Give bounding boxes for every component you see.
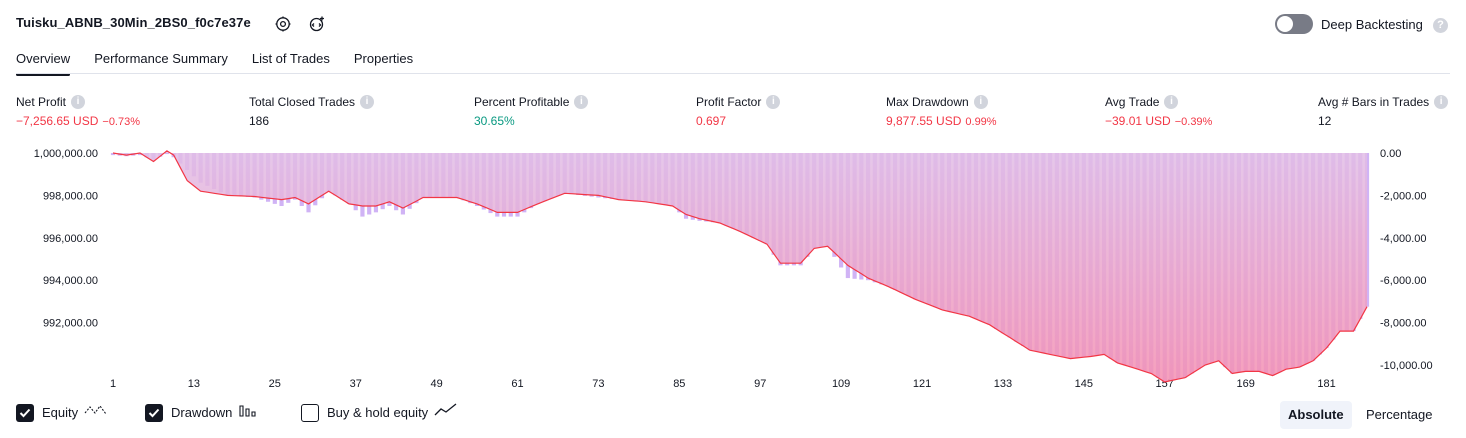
drawdown-checkbox[interactable] [145, 403, 163, 422]
x-axis-tick-label: 133 [994, 378, 1012, 390]
buy-hold-label: Buy & hold equity [327, 405, 429, 420]
drawdown-bar [110, 153, 116, 156]
legend-equity[interactable]: Equity [16, 403, 108, 422]
metric-label: Max Drawdown [886, 95, 969, 109]
equity-drawdown-chart[interactable]: 1,000,000.00 998,000.00 996,000.00 994,000.… [0, 140, 1466, 390]
drawdown-bars-icon [238, 403, 258, 422]
tab-list-of-trades[interactable]: List of Trades [251, 51, 330, 66]
x-axis-tick-label: 121 [913, 378, 931, 390]
strategy-title: Tuisku_ABNB_30Min_2BS0_f0c7e37e [16, 15, 251, 30]
tabs-divider [16, 73, 1450, 74]
info-icon[interactable]: i [574, 95, 589, 109]
info-icon[interactable]: i [360, 95, 375, 109]
x-axis-tick-label: 73 [592, 378, 604, 390]
metric-net-profit: Net Profit i −7,256.65 USD −0.73% [16, 94, 140, 128]
metric-label: Avg # Bars in Trades [1318, 95, 1430, 109]
info-icon[interactable]: i [71, 95, 86, 109]
right-axis-tick-label: -10,000.00 [1380, 360, 1433, 372]
metric-avg-trade: Avg Trade i −39.01 USD −0.39% [1105, 94, 1212, 128]
info-icon[interactable]: i [766, 95, 781, 109]
help-icon[interactable]: ? [1433, 18, 1448, 33]
x-axis-tick-label: 25 [269, 378, 281, 390]
tab-properties[interactable]: Properties [353, 51, 414, 66]
drawdown-label: Drawdown [171, 405, 233, 420]
metric-percent: 0.99% [965, 116, 997, 128]
tab-performance-summary[interactable]: Performance Summary [94, 51, 228, 66]
x-axis-tick-label: 13 [188, 378, 200, 390]
left-axis-tick-label: 996,000.00 [43, 233, 98, 245]
equity-label: Equity [42, 405, 79, 420]
metric-value: 12 [1318, 114, 1332, 128]
metric-value: −39.01 USD [1105, 114, 1171, 128]
left-axis-tick-label: 998,000.00 [43, 190, 98, 202]
deep-backtesting-toggle[interactable] [1275, 14, 1313, 34]
x-axis-tick-label: 37 [350, 378, 362, 390]
left-axis-tick-label: 992,000.00 [43, 318, 98, 330]
drawdown-bar [164, 153, 170, 155]
metric-value: 186 [249, 114, 270, 128]
metric-label: Profit Factor [696, 95, 762, 109]
x-axis-tick-label: 97 [754, 378, 766, 390]
x-axis-tick-label: 1 [110, 378, 116, 390]
info-icon[interactable]: i [973, 95, 988, 109]
info-icon[interactable]: i [1434, 95, 1449, 109]
metric-label: Total Closed Trades [249, 95, 356, 109]
metric-percent: −0.39% [1174, 116, 1213, 128]
x-axis-tick-label: 49 [430, 378, 442, 390]
x-axis-tick-label: 145 [1075, 378, 1093, 390]
drawdown-bar [137, 153, 143, 156]
absolute-button[interactable]: Absolute [1280, 401, 1352, 429]
metric-value: 0.697 [696, 114, 727, 128]
metric-value: −7,256.65 USD [16, 114, 99, 128]
right-axis-tick-label: -8,000.00 [1380, 318, 1426, 330]
buy-hold-checkbox[interactable] [301, 403, 319, 422]
metric-percent-profitable: Percent Profitable i 30.65% [474, 94, 589, 128]
tab-bar: Overview Performance Summary List of Tra… [16, 50, 437, 76]
metric-profit-factor: Profit Factor i 0.697 [696, 94, 781, 128]
x-axis-tick-label: 169 [1236, 378, 1254, 390]
left-axis-tick-label: 994,000.00 [43, 275, 98, 287]
right-axis-tick-label: -4,000.00 [1380, 233, 1426, 245]
right-axis-tick-label: -2,000.00 [1380, 190, 1426, 202]
equity-line [112, 150, 1368, 383]
equity-area [113, 150, 1367, 382]
source-code-icon[interactable] [307, 14, 327, 34]
metric-percent: −0.73% [102, 116, 141, 128]
toggle-knob [1277, 16, 1293, 32]
x-axis-tick-label: 181 [1317, 378, 1335, 390]
left-axis-tick-label: 1,000,000.00 [34, 148, 98, 160]
right-axis-tick-label: 0.00 [1380, 148, 1401, 160]
settings-icon[interactable] [273, 14, 293, 34]
info-icon[interactable]: i [1164, 95, 1179, 109]
metric-value: 30.65% [474, 114, 515, 128]
x-axis-tick-label: 85 [673, 378, 685, 390]
deep-backtesting-label: Deep Backtesting [1321, 17, 1423, 32]
x-axis-tick-label: 109 [832, 378, 850, 390]
x-axis-tick-label: 61 [511, 378, 523, 390]
legend-drawdown[interactable]: Drawdown [145, 403, 258, 422]
right-axis-tick-label: -6,000.00 [1380, 275, 1426, 287]
legend-buy-hold-equity[interactable]: Buy & hold equity [301, 403, 458, 422]
metric-value: 9,877.55 USD [886, 114, 962, 128]
tab-overview[interactable]: Overview [16, 50, 71, 76]
equity-line-icon [84, 403, 108, 422]
metric-max-drawdown: Max Drawdown i 9,877.55 USD 0.99% [886, 94, 997, 128]
equity-checkbox[interactable] [16, 403, 34, 422]
metric-avg-bars-in-trades: Avg # Bars in Trades i 12 [1318, 94, 1449, 128]
metric-label: Net Profit [16, 95, 67, 109]
metric-label: Avg Trade [1105, 95, 1160, 109]
buy-hold-line-icon [434, 403, 458, 422]
metric-total-closed-trades: Total Closed Trades i 186 [249, 94, 375, 128]
percentage-button[interactable]: Percentage [1366, 407, 1433, 422]
metric-label: Percent Profitable [474, 95, 570, 109]
